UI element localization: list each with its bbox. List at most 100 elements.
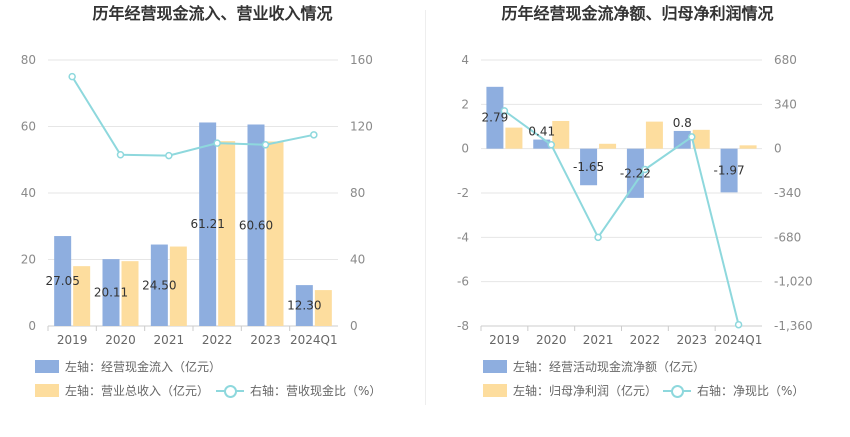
ratio-point: [594, 233, 602, 242]
x-axis-tick-label: 2021: [583, 333, 614, 347]
bar-secondary: [218, 141, 236, 326]
legend-item-cash-inflow[interactable]: 左轴：经营现金流入（亿元）: [35, 359, 221, 375]
left-chart-panel: 历年经营现金流入、营业收入情况 0 20 40 60 80 0 40 80 120 160 2019…: [21, 4, 381, 399]
ratio-point: [688, 133, 696, 141]
right-axis-tick-label: -340: [774, 186, 801, 200]
ratio-point: [500, 107, 509, 115]
right-chart-plot: -8 -6 -4 -2 0 2 4 -1,360 -1,020 -680 -340 0 340 680 20…: [457, 53, 813, 347]
x-axis-tick-label: 2024Q1: [290, 333, 338, 347]
ratio-point: [310, 131, 318, 139]
bar-data-label: 24.50: [142, 278, 176, 292]
right-axis-tick-label: 80: [350, 186, 365, 200]
bar-primary: [580, 148, 598, 186]
bar-data-label: 60.60: [239, 218, 273, 232]
legend-label: 右轴：营收现金比（%）: [250, 384, 382, 398]
bar-secondary: [73, 266, 91, 326]
bar-secondary: [121, 261, 139, 326]
x-axis-tick-label: 2021: [154, 333, 185, 347]
bar-secondary: [266, 141, 284, 326]
bar-data-label: 2.79: [482, 111, 509, 125]
bar-secondary: [692, 129, 710, 149]
legend-item-net-profit[interactable]: 左轴：归母净利润（亿元）: [483, 383, 657, 399]
x-axis-tick-label: 2023: [250, 333, 281, 347]
legend-line-marker-icon: [663, 384, 691, 398]
left-axis-tick-label: -2: [457, 186, 469, 200]
ratio-line: [503, 110, 740, 325]
ratio-point: [734, 320, 743, 329]
legend-line-marker-icon: [216, 384, 244, 398]
right-axis-tick-label: 160: [350, 53, 373, 67]
right-axis-tick-label: -1,360: [774, 319, 813, 333]
bar-secondary: [739, 145, 757, 149]
bar-data-label: 20.11: [94, 286, 128, 300]
left-axis-tick-label: 0: [28, 319, 36, 333]
bar-primary: [102, 259, 120, 326]
right-axis-tick-label: -1,020: [774, 275, 813, 289]
bar-primary: [199, 122, 217, 327]
legend-item-revenue[interactable]: 左轴：营业总收入（亿元）: [35, 383, 209, 399]
legend-label: 左轴：经营活动现金流净额（亿元）: [513, 360, 706, 374]
bar-primary: [720, 148, 738, 193]
left-axis-tick-label: -6: [457, 275, 469, 289]
legend-label: 左轴：归母净利润（亿元）: [513, 384, 658, 398]
ratio-point: [165, 151, 173, 160]
ratio-line: [71, 76, 315, 157]
bar-data-label: -2.22: [620, 166, 651, 180]
right-chart-panel: 历年经营现金流净额、归母净利润情况 -8 -6 -4 -2 0 2 4 -1,360 -1,02…: [425, 0, 850, 437]
legend-label: 左轴：经营现金流入（亿元）: [65, 360, 222, 374]
x-axis-tick-label: 2024Q1: [715, 333, 763, 347]
left-axis-tick-label: 60: [21, 120, 36, 134]
right-axis-tick-label: 0: [350, 319, 358, 333]
bar-secondary: [314, 290, 332, 326]
panel-divider: [425, 10, 426, 405]
x-axis-tick-label: 2022: [202, 333, 233, 347]
bar-primary: [54, 236, 72, 326]
x-axis-tick-label: 2022: [630, 333, 661, 347]
ratio-point: [261, 141, 270, 149]
bar-data-label: 0.8: [673, 116, 692, 130]
right-axis-tick-label: -680: [774, 230, 801, 244]
left-chart-plot: 0 20 40 60 80 0 40 80 120 160 2019 2020 2021 2022 2023…: [21, 53, 373, 347]
legend-item-net-cash-ratio[interactable]: 右轴：净现比（%）: [663, 383, 804, 399]
legend-item-net-cash-flow[interactable]: 左轴：经营活动现金流净额（亿元）: [483, 359, 705, 375]
ratio-point: [116, 151, 125, 159]
bar-primary: [247, 124, 265, 326]
legend-label: 左轴：营业总收入（亿元）: [65, 384, 210, 398]
bar-secondary: [645, 121, 663, 149]
bar-data-label: 61.21: [190, 217, 224, 231]
right-axis-tick-label: 40: [350, 253, 365, 267]
bar-data-label: 27.05: [45, 274, 79, 288]
right-axis-tick-label: 120: [350, 120, 373, 134]
ratio-point: [641, 165, 649, 174]
left-axis-tick-label: -8: [457, 319, 469, 333]
bar-primary: [150, 244, 168, 326]
left-axis-tick-label: 80: [21, 53, 36, 67]
legend-label: 右轴：净现比（%）: [697, 384, 805, 398]
right-axis-tick-label: 0: [774, 142, 782, 156]
bar-data-label: 0.41: [528, 125, 555, 139]
bar-data-label: -1.97: [714, 164, 745, 178]
legend-item-cash-ratio[interactable]: 右轴：营收现金比（%）: [216, 383, 381, 399]
right-axis-tick-label: 340: [774, 97, 797, 111]
legend-swatch: [35, 360, 59, 373]
chart-title: 历年经营现金流入、营业收入情况: [92, 4, 333, 23]
chart-title: 历年经营现金流净额、归母净利润情况: [501, 4, 774, 23]
bar-secondary: [169, 246, 187, 326]
bar-primary: [295, 285, 313, 326]
legend-swatch: [483, 360, 507, 373]
legend-swatch: [35, 384, 59, 397]
legend-swatch: [483, 384, 507, 397]
ratio-point: [213, 139, 221, 147]
left-axis-tick-label: 4: [461, 53, 469, 67]
bar-data-label: 12.30: [287, 299, 321, 313]
bar-primary: [486, 86, 504, 149]
bar-data-label: -1.65: [573, 160, 604, 174]
left-axis-tick-label: 2: [461, 97, 469, 111]
bar-secondary: [599, 143, 617, 149]
left-axis-tick-label: 0: [461, 142, 469, 156]
x-axis-tick-label: 2019: [57, 333, 88, 347]
left-axis-tick-label: -4: [457, 230, 469, 244]
bar-primary: [626, 148, 644, 198]
left-axis-tick-label: 40: [21, 186, 36, 200]
ratio-point: [547, 141, 555, 149]
